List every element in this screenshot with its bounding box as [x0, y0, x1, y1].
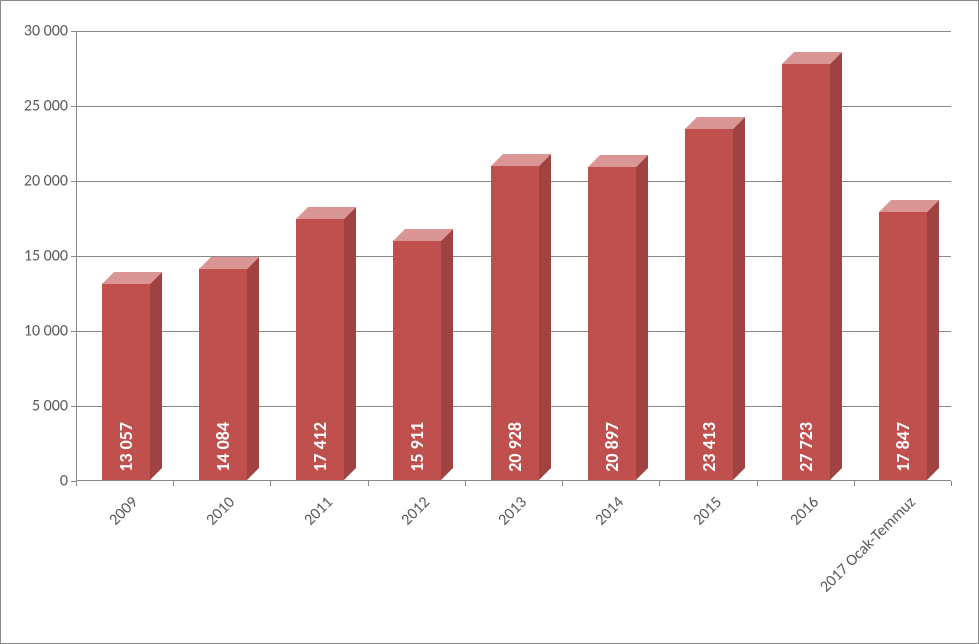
bar-chart: 13 057 14 084 17 412 15 911 20 928 20 897 23 4… — [0, 0, 979, 644]
x-tick-mark — [659, 481, 660, 486]
bar-value-label: 23 413 — [698, 422, 720, 472]
y-tick-label: 10 000 — [8, 322, 68, 341]
bar-front — [782, 64, 830, 480]
bar-value-label: 20 897 — [601, 422, 623, 472]
y-tick-mark — [71, 256, 76, 257]
x-tick-label: 2012 — [397, 493, 433, 529]
bar: 20 928 — [491, 166, 539, 480]
bar: 14 084 — [199, 269, 247, 480]
bar-value-label: 13 057 — [115, 422, 137, 472]
x-tick-label: 2016 — [786, 493, 822, 529]
x-tick-label: 2010 — [203, 493, 239, 529]
bar-value-label: 20 928 — [504, 422, 526, 472]
bar: 17 847 — [879, 212, 927, 480]
bar-value-label: 17 847 — [892, 422, 914, 472]
bar: 20 897 — [588, 167, 636, 480]
bar: 13 057 — [102, 284, 150, 480]
bar-side — [441, 229, 453, 480]
y-tick-label: 0 — [8, 472, 68, 491]
y-tick-mark — [71, 331, 76, 332]
x-tick-mark — [76, 481, 77, 486]
x-tick-label: 2015 — [689, 493, 725, 529]
bar-value-label: 15 911 — [406, 422, 428, 472]
y-tick-mark — [71, 406, 76, 407]
bar-value-label: 27 723 — [795, 422, 817, 472]
bar-side — [247, 257, 259, 480]
y-tick-label: 20 000 — [8, 172, 68, 191]
bar-side — [150, 272, 162, 480]
x-tick-mark — [270, 481, 271, 486]
y-tick-label: 15 000 — [8, 247, 68, 266]
x-tick-mark — [854, 481, 855, 486]
bar-value-label: 17 412 — [309, 422, 331, 472]
x-tick-label: 2017 Ocak-Temmuz — [816, 493, 919, 596]
y-tick-mark — [71, 31, 76, 32]
y-tick-mark — [71, 181, 76, 182]
y-tick-label: 30 000 — [8, 22, 68, 41]
x-tick-mark — [757, 481, 758, 486]
bar: 15 911 — [393, 241, 441, 480]
x-tick-label: 2014 — [592, 493, 628, 529]
x-tick-mark — [173, 481, 174, 486]
y-tick-label: 25 000 — [8, 97, 68, 116]
x-tick-mark — [951, 481, 952, 486]
y-tick-label: 5 000 — [8, 397, 68, 416]
bar-value-label: 14 084 — [212, 422, 234, 472]
bar-side — [636, 155, 648, 480]
x-tick-mark — [562, 481, 563, 486]
bar: 27 723 — [782, 64, 830, 480]
bar: 17 412 — [296, 219, 344, 480]
bar-side — [539, 154, 551, 480]
plot-area: 13 057 14 084 17 412 15 911 20 928 20 897 23 4… — [76, 31, 951, 481]
x-tick-label: 2009 — [106, 493, 142, 529]
bar-side — [830, 52, 842, 480]
bar-side — [733, 117, 745, 480]
x-tick-label: 2013 — [495, 493, 531, 529]
bar: 23 413 — [685, 129, 733, 480]
x-tick-label: 2011 — [300, 493, 336, 529]
x-tick-mark — [368, 481, 369, 486]
x-tick-mark — [465, 481, 466, 486]
gridline — [77, 31, 951, 32]
bar-side — [927, 200, 939, 480]
y-tick-mark — [71, 106, 76, 107]
bar-side — [344, 207, 356, 480]
